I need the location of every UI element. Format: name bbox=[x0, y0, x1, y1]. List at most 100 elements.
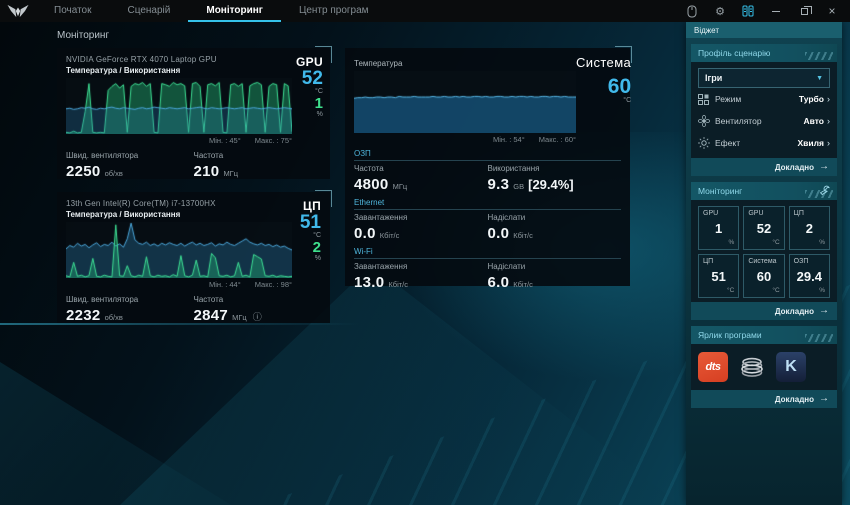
tile-ram-usage[interactable]: ОЗП 29.4 % bbox=[788, 254, 830, 298]
tile-label: GPU bbox=[703, 210, 719, 217]
ethernet-upload-value: 0.0 bbox=[487, 225, 510, 242]
ethernet-download-value: 0.0 bbox=[354, 225, 376, 242]
app-shortcuts-header: Ярлик програми bbox=[691, 326, 837, 344]
cpu-usage-value: 2 bbox=[312, 239, 321, 256]
profile-dropdown-value: Ігри bbox=[705, 73, 723, 83]
ethernet-section-title: Ethernet bbox=[354, 198, 621, 210]
minimize-icon bbox=[772, 10, 780, 12]
gpu-card: NVIDIA GeForce RTX 4070 Laptop GPU Темпе… bbox=[57, 46, 332, 180]
restore-icon bbox=[800, 5, 812, 15]
gpu-freq-label: Частота bbox=[193, 151, 224, 160]
ram-section: ОЗП Частота 4800 МГц Використання 9.3 G bbox=[354, 149, 621, 193]
workspace: Моніторинг NVIDIA GeForce RTX 4070 Lapto… bbox=[0, 22, 850, 505]
cpu-card: 13th Gen Intel(R) Core(TM) i7-13700HX Те… bbox=[57, 190, 332, 324]
cpu-min: Мін. : 44° bbox=[208, 280, 241, 289]
monitoring-more-label: Докладно bbox=[774, 306, 814, 316]
app-shortcuts-panel: Ярлик програми dts bbox=[691, 326, 837, 408]
wifi-upload-value: 6.0 bbox=[487, 274, 510, 291]
tab-scenario[interactable]: Сценарій bbox=[127, 4, 171, 16]
chevron-right-icon: › bbox=[827, 116, 830, 126]
gear-icon[interactable]: ⚙ bbox=[715, 5, 725, 18]
ram-usage-value: 9.3 bbox=[487, 176, 510, 193]
tab-app-center[interactable]: Центр програм bbox=[298, 4, 369, 16]
cpu-temperature-unit: °C bbox=[313, 232, 321, 239]
close-button[interactable]: × bbox=[820, 2, 844, 20]
fan-row[interactable]: Вентилятор Авто › bbox=[698, 110, 830, 132]
swirl-app-icon[interactable] bbox=[737, 352, 767, 382]
tile-value: 2 bbox=[805, 221, 813, 236]
cpu-freq-unit: МГц bbox=[232, 313, 247, 322]
gpu-max: Макс. : 75° bbox=[254, 136, 292, 145]
arrow-right-icon: → bbox=[819, 393, 829, 404]
system-max: Макс. : 60° bbox=[538, 135, 576, 144]
widget-title: Віджет bbox=[686, 22, 842, 38]
mouse-icon[interactable] bbox=[680, 2, 704, 20]
tile-cpu-temp[interactable]: ЦП 51 °C bbox=[698, 254, 740, 298]
mode-icon bbox=[698, 93, 712, 105]
monitoring-tiles: GPU 1 % GPU 52 °C ЦП 2 % bbox=[698, 206, 830, 298]
gpu-chart bbox=[66, 78, 292, 134]
tile-gpu-temp[interactable]: GPU 52 °C bbox=[743, 206, 785, 250]
tile-gpu-usage[interactable]: GPU 1 % bbox=[698, 206, 740, 250]
predator-logo-icon bbox=[7, 4, 29, 18]
gpu-freq-unit: МГц bbox=[223, 169, 239, 178]
tab-monitoring[interactable]: Моніторинг bbox=[188, 0, 281, 22]
dts-app-icon[interactable]: dts bbox=[698, 352, 728, 382]
fan-icon bbox=[698, 115, 712, 127]
system-min: Мін. : 54° bbox=[492, 135, 525, 144]
cpu-side-label: ЦП bbox=[303, 199, 321, 213]
k-app-icon[interactable]: K bbox=[776, 352, 806, 382]
predator-logo bbox=[0, 0, 36, 22]
ram-usage-unit: GB bbox=[513, 182, 525, 191]
monitoring-panel: Моніторинг GPU 1 % GPU 52 bbox=[691, 182, 837, 320]
cpu-freq-value: 2847 bbox=[193, 307, 229, 324]
gpu-fan-value: 2250 bbox=[66, 163, 101, 180]
profile-dropdown[interactable]: Ігри ▼ bbox=[698, 68, 830, 88]
mode-row[interactable]: Режим Турбо › bbox=[698, 88, 830, 110]
gpu-fan-unit: об/хв bbox=[104, 169, 123, 178]
tile-cpu-usage[interactable]: ЦП 2 % bbox=[788, 206, 830, 250]
wifi-upload-unit: Кбіт/с bbox=[513, 280, 533, 289]
restore-button[interactable] bbox=[792, 2, 816, 20]
tile-value: 51 bbox=[711, 269, 726, 284]
tab-home[interactable]: Початок bbox=[54, 4, 92, 16]
tile-value: 29.4 bbox=[796, 269, 822, 284]
gpu-chart-subtitle: Температура / Використання bbox=[66, 66, 181, 75]
cpu-chart bbox=[66, 222, 292, 278]
wifi-download-unit: Кбіт/с bbox=[388, 280, 409, 289]
tile-label: Система bbox=[748, 258, 777, 265]
minimize-button[interactable] bbox=[764, 2, 788, 20]
wrench-icon[interactable] bbox=[819, 185, 830, 197]
profile-more-link[interactable]: Докладно → bbox=[691, 158, 837, 176]
ethernet-upload-label: Надіслати bbox=[487, 213, 526, 222]
tile-unit: % bbox=[819, 287, 825, 294]
tile-label: GPU bbox=[748, 210, 764, 217]
fan-label: Вентилятор bbox=[715, 116, 762, 126]
arrow-right-icon: → bbox=[819, 305, 829, 316]
cpu-freq-label: Частота bbox=[193, 295, 224, 304]
info-icon[interactable]: ⓘ bbox=[252, 312, 262, 322]
wifi-section: Wi-Fi Завантаження 13.0 Кбіт/с Надіслати… bbox=[354, 247, 621, 291]
wifi-download-label: Завантаження bbox=[354, 262, 408, 271]
widget-panel-icon[interactable] bbox=[736, 2, 760, 20]
monitoring-more-link[interactable]: Докладно → bbox=[691, 302, 837, 320]
profile-more-label: Докладно bbox=[774, 162, 814, 172]
page-title: Моніторинг bbox=[57, 30, 110, 41]
ram-usage-percent: [29.4%] bbox=[528, 177, 574, 192]
system-card: Температура Мін. : 54° Макс. : 60° Систе… bbox=[345, 46, 632, 291]
effect-row[interactable]: Ефект Хвиля › bbox=[698, 132, 830, 154]
wifi-section-title: Wi-Fi bbox=[354, 247, 621, 259]
gpu-name: NVIDIA GeForce RTX 4070 Laptop GPU bbox=[66, 55, 217, 64]
gpu-temperature-value: 52 bbox=[301, 68, 323, 89]
gpu-usage-value: 1 bbox=[314, 95, 323, 112]
cpu-fan-label: Швид. вентилятора bbox=[66, 295, 139, 304]
chevron-down-icon: ▼ bbox=[816, 74, 823, 82]
close-icon: × bbox=[828, 4, 836, 18]
tile-system-temp[interactable]: Система 60 °C bbox=[743, 254, 785, 298]
apps-more-link[interactable]: Докладно → bbox=[691, 390, 837, 408]
mode-value: Турбо bbox=[798, 94, 824, 104]
effect-value: Хвиля bbox=[797, 138, 824, 148]
gpu-side-label: GPU bbox=[296, 55, 323, 69]
system-chart-label: Температура bbox=[354, 59, 403, 68]
tile-unit: °C bbox=[727, 287, 735, 294]
